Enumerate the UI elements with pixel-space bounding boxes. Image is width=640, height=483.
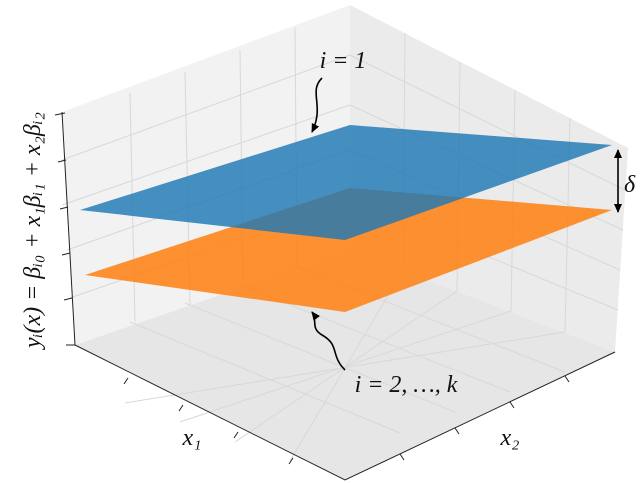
y-label: yᵢ(x) = βᵢ₀ + x₁βᵢ₁ + x₂βᵢ₂ [20,112,46,350]
x1-label: x₁ [182,425,202,451]
label-top: i = 1 [320,48,367,74]
plane-bottom [85,188,612,312]
plane-top [80,125,612,240]
ticks [54,112,570,465]
axis-edges [61,111,616,481]
x2-label: x₂ [500,425,520,451]
arrow-top [311,77,323,133]
label-gap: δ [624,172,636,198]
floor [75,250,615,480]
label-bottom: i = 2, …, k [355,372,458,398]
arrow-bottom [311,311,346,371]
